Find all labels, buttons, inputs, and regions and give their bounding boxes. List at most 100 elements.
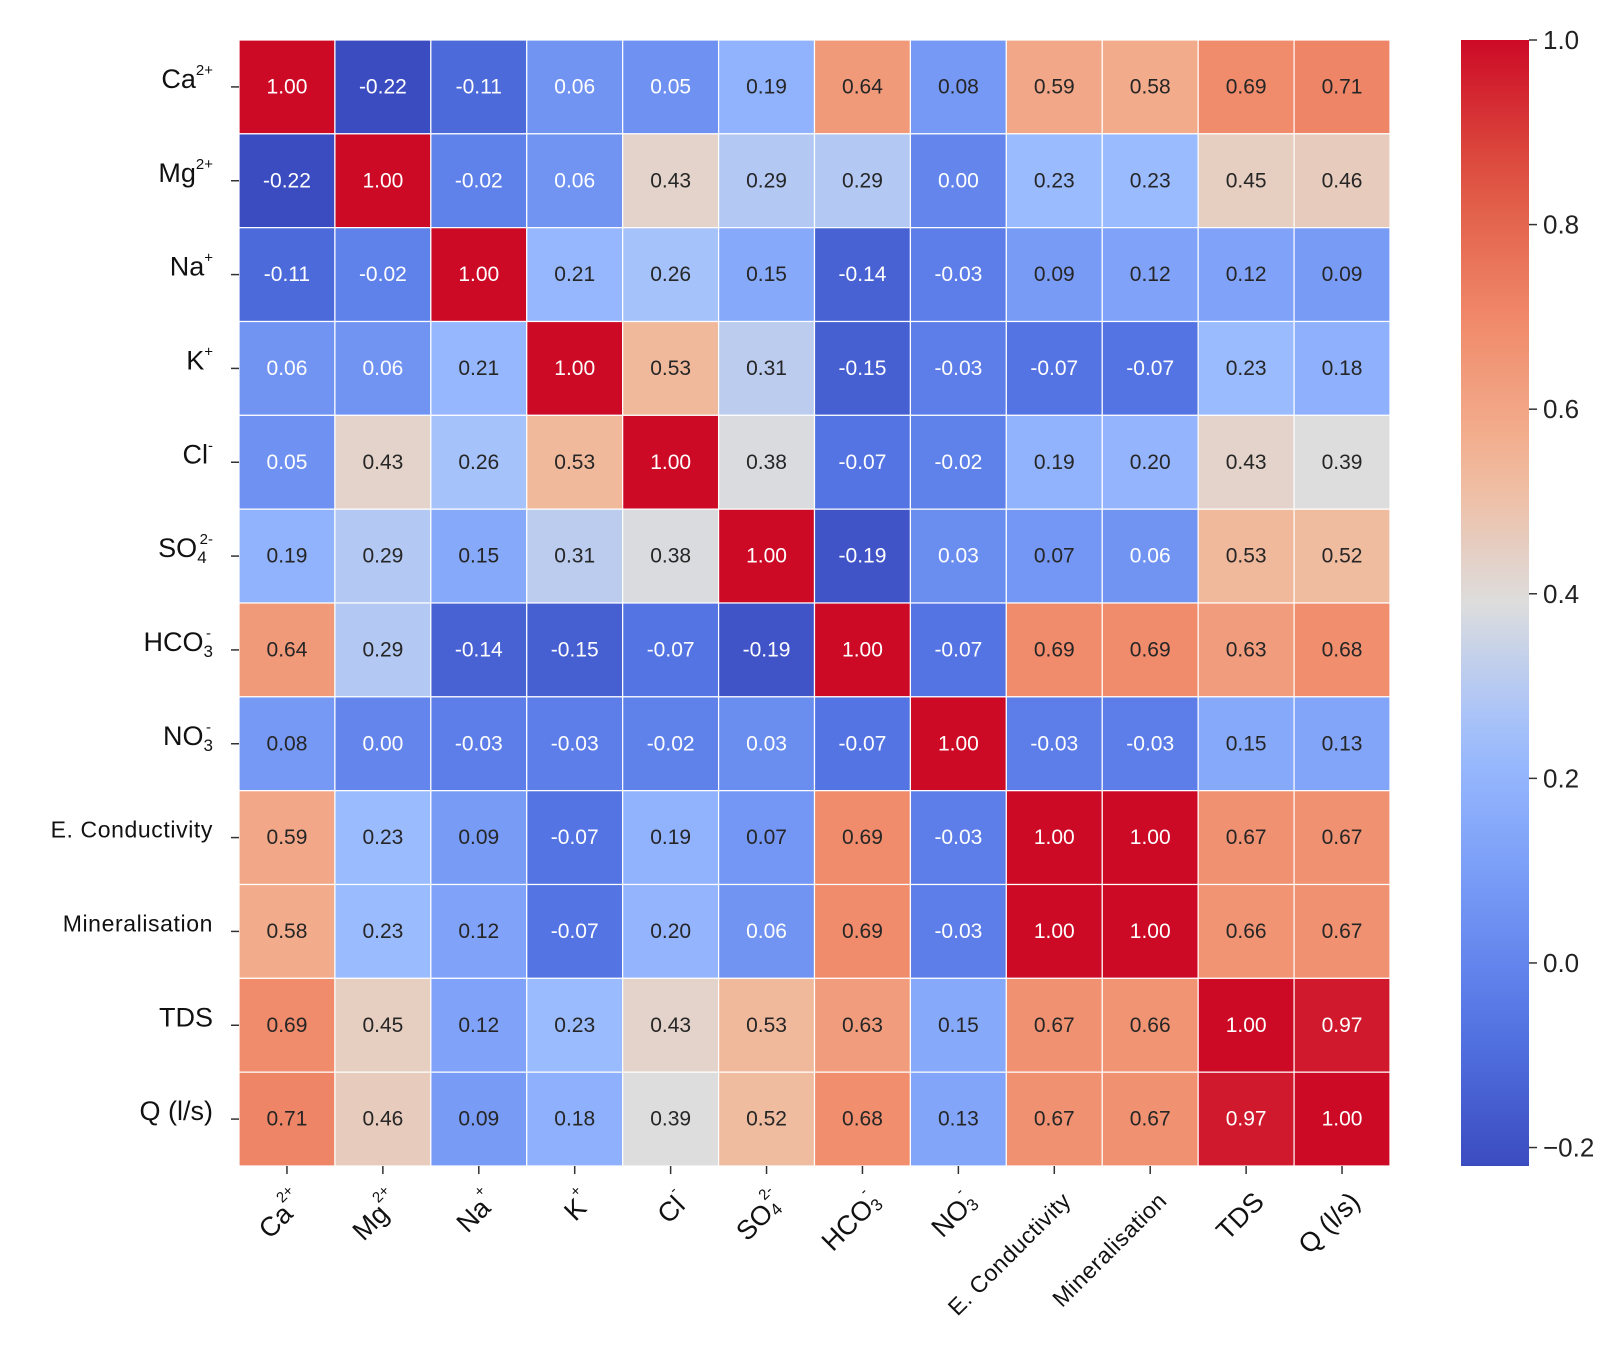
cell-value-label: 1.00: [554, 357, 595, 380]
cell-value-label: -0.03: [455, 732, 503, 755]
heatmap-cell: [813, 883, 912, 979]
heatmap-cell: [1293, 696, 1391, 792]
cell-value-label: 0.06: [554, 169, 595, 192]
cell-value-label: 0.63: [1226, 638, 1267, 661]
heatmap-cell: [1293, 602, 1391, 698]
cell-value-label: -0.07: [551, 920, 599, 943]
cell-value-label: 0.09: [458, 826, 499, 849]
heatmap-cell: [1101, 883, 1199, 979]
heatmap-cell: [526, 790, 624, 886]
cell-value-label: 0.06: [1130, 545, 1171, 568]
cell-value-label: 0.13: [1322, 732, 1363, 755]
heatmap-cell: [717, 320, 816, 416]
cell-value-label: 0.06: [554, 75, 595, 98]
cell-value-label: 0.53: [650, 357, 691, 380]
heatmap-cell: [430, 883, 528, 979]
heatmap-cell: [717, 790, 816, 886]
cell-value-label: -0.22: [359, 75, 407, 98]
heatmap-cell: [334, 39, 432, 135]
cell-value-label: 0.29: [362, 638, 403, 661]
cell-value-label: 0.45: [1226, 169, 1267, 192]
cell-value-label: 0.43: [650, 1014, 691, 1037]
cell-value-label: 0.68: [1322, 638, 1363, 661]
cell-value-label: 0.18: [1322, 357, 1363, 380]
heatmap-cell: [1293, 133, 1391, 229]
heatmap-cell: [622, 227, 720, 323]
heatmap-cell: [1005, 602, 1103, 698]
heatmap-cell: [813, 227, 912, 323]
cell-value-label: -0.02: [359, 263, 407, 286]
cell-value-label: 0.66: [1226, 920, 1267, 943]
heatmap-cells: 1.00 -0.22 -0.11 0.06 0.05 0.19 0.64 0.08 0.59 0.…: [238, 39, 1391, 1167]
heatmap-cell: [1293, 1071, 1391, 1167]
cell-value-label: 0.52: [746, 1108, 787, 1131]
cell-value-label: 0.69: [1034, 638, 1075, 661]
heatmap-cell: [334, 977, 432, 1073]
heatmap-cell: [238, 320, 336, 416]
cell-value-label: -0.22: [263, 169, 311, 192]
cell-value-label: 0.09: [1322, 263, 1363, 286]
cell-value-label: 0.69: [842, 826, 883, 849]
cell-value-label: 0.58: [267, 920, 308, 943]
x-tick-label: TDS: [1211, 1187, 1270, 1246]
cell-value-label: 0.71: [267, 1108, 308, 1131]
x-axis-labels: Ca2+Mg2+ Na+K+ Cl-SO42-HCO3-NO3-E. Conduct…: [253, 1166, 1366, 1320]
heatmap-cell: [717, 414, 816, 510]
cell-value-label: 0.15: [746, 263, 787, 286]
cell-value-label: 0.08: [938, 75, 979, 98]
heatmap-cell: [813, 1071, 912, 1167]
y-tick-label: NO3-: [163, 719, 213, 755]
heatmap-cell: [909, 977, 1007, 1073]
heatmap-cell: [1293, 883, 1391, 979]
cell-value-label: 0.52: [1322, 545, 1363, 568]
heatmap-cell: [1101, 508, 1199, 604]
cell-value-label: 0.15: [458, 545, 499, 568]
cell-value-label: 0.29: [362, 545, 403, 568]
heatmap-cell: [1101, 133, 1199, 229]
cell-value-label: -0.15: [551, 638, 599, 661]
heatmap-cell: [238, 414, 336, 510]
heatmap-cell: [430, 790, 528, 886]
y-tick-label: K+: [186, 343, 213, 375]
heatmap-cell: [1293, 790, 1391, 886]
heatmap-cell: [1197, 602, 1295, 698]
cell-value-label: 0.59: [1034, 75, 1075, 98]
cell-value-label: 0.09: [1034, 263, 1075, 286]
heatmap-cell: [526, 39, 624, 135]
cell-value-label: 0.53: [1226, 545, 1267, 568]
cell-value-label: -0.19: [839, 545, 887, 568]
cell-value-label: 0.97: [1322, 1014, 1363, 1037]
heatmap-cell: [526, 602, 624, 698]
cell-value-label: 1.00: [267, 75, 308, 98]
cell-value-label: 0.15: [1226, 732, 1267, 755]
cell-value-label: 0.06: [746, 920, 787, 943]
cell-value-label: 0.43: [362, 451, 403, 474]
cell-value-label: 0.06: [362, 357, 403, 380]
cell-value-label: 0.43: [650, 169, 691, 192]
cell-value-label: 0.23: [554, 1014, 595, 1037]
heatmap-cell: [1197, 1071, 1295, 1167]
heatmap-cell: [430, 39, 528, 135]
cell-value-label: 0.67: [1034, 1108, 1075, 1131]
heatmap-cell: [717, 133, 816, 229]
colorbar: 1.0 0.8 0.6 0.4 0.2 0.0 −0.2: [1461, 25, 1594, 1166]
cell-value-label: 1.00: [1034, 920, 1075, 943]
cell-value-label: 0.43: [1226, 451, 1267, 474]
cell-value-label: 0.69: [842, 920, 883, 943]
heatmap-cell: [238, 602, 336, 698]
cell-value-label: 0.68: [842, 1108, 883, 1131]
cell-value-label: 0.29: [842, 169, 883, 192]
y-tick-label: SO42-: [158, 531, 213, 567]
cell-value-label: 0.69: [267, 1014, 308, 1037]
cell-value-label: 1.00: [1130, 920, 1171, 943]
cell-value-label: 1.00: [842, 638, 883, 661]
x-tick-label: HCO3-: [811, 1182, 886, 1257]
cell-value-label: 0.67: [1226, 826, 1267, 849]
cell-value-label: 0.38: [746, 451, 787, 474]
heatmap-cell: [526, 696, 624, 792]
x-tick-label: Cl-: [647, 1182, 694, 1229]
cell-value-label: 0.46: [1322, 169, 1363, 192]
heatmap-cell: [334, 883, 432, 979]
cell-value-label: 0.06: [267, 357, 308, 380]
